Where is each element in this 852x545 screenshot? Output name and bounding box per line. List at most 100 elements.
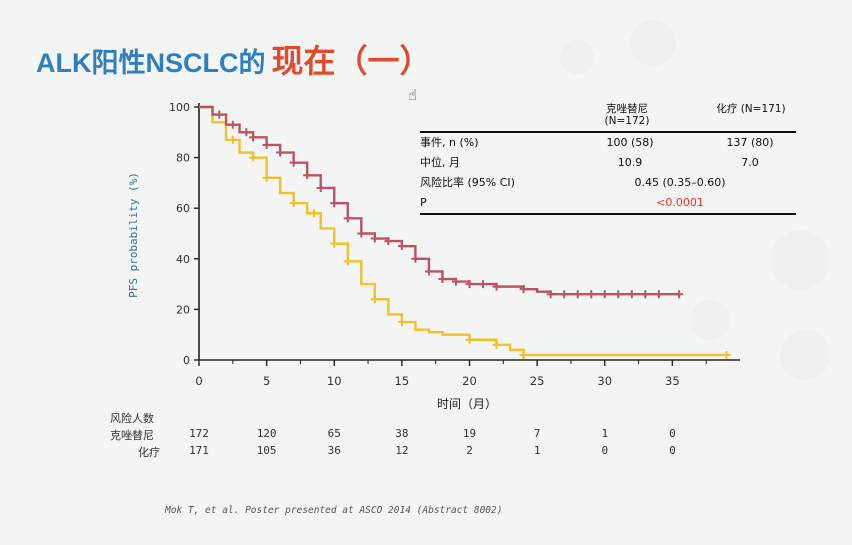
censor-mark xyxy=(465,280,474,289)
risk-value: 0 xyxy=(669,427,676,440)
background-dot xyxy=(630,20,676,66)
censor-mark xyxy=(330,199,339,208)
stats-col2-header: 化疗 (N=171) xyxy=(716,103,786,115)
x-tick-label: 5 xyxy=(263,374,270,388)
risk-value: 12 xyxy=(395,444,409,457)
censor-mark xyxy=(627,290,636,299)
censor-mark xyxy=(242,128,251,137)
censor-mark xyxy=(411,254,420,263)
censor-mark xyxy=(289,199,298,208)
censor-mark xyxy=(228,135,237,144)
censor-mark xyxy=(343,214,352,223)
censor-mark xyxy=(479,280,488,289)
censor-mark xyxy=(357,229,366,238)
censor-mark xyxy=(397,318,406,327)
title-part2: 现在（一） xyxy=(271,43,432,79)
chart-axes: 0 20 40 60 80 100 0 5 10 15 20 25 30 35 xyxy=(169,101,740,388)
censor-mark xyxy=(654,290,663,299)
risk-value: 172 xyxy=(189,427,209,440)
censor-mark xyxy=(215,110,224,119)
censor-mark xyxy=(519,350,528,359)
chart-series xyxy=(199,105,731,359)
stats-table: 克唑替尼 (N=172) 化疗 (N=171) 事件, n (%) 100 (5… xyxy=(420,103,796,215)
censor-mark xyxy=(309,209,318,218)
risk-value: 1 xyxy=(533,444,541,457)
title-part1: ALK阳性NSCLC的 xyxy=(36,48,266,78)
x-tick-label: 0 xyxy=(195,374,202,388)
risk-value: 65 xyxy=(327,427,341,440)
stats-value: 7.0 xyxy=(741,156,759,169)
y-tick-label: 60 xyxy=(176,202,190,215)
stats-row-label: 中位, 月 xyxy=(420,156,460,169)
x-tick-label: 10 xyxy=(327,374,342,388)
stats-row-hr: 风险比率 (95% CI) 0.45 (0.35–0.60) xyxy=(420,173,796,193)
risk-value: 0 xyxy=(601,444,609,457)
stats-row-label: 风险比率 (95% CI) xyxy=(420,176,515,189)
x-tick-label: 15 xyxy=(395,374,410,388)
x-tick-label: 25 xyxy=(530,374,545,388)
censor-mark xyxy=(492,282,501,291)
censor-mark xyxy=(343,257,352,266)
censor-mark xyxy=(424,267,433,276)
x-tick-label: 30 xyxy=(597,374,612,388)
stats-value: 0.45 (0.35–0.60) xyxy=(634,176,726,189)
p-value: <0.0001 xyxy=(656,196,704,209)
censor-mark xyxy=(276,148,285,157)
censor-mark xyxy=(519,285,528,294)
censor-mark xyxy=(675,290,684,299)
background-dot xyxy=(560,40,594,74)
censor-mark xyxy=(587,290,596,299)
risk-row-label: 化疗 xyxy=(138,446,160,459)
censor-mark xyxy=(560,290,569,299)
risk-value: 1 xyxy=(601,427,609,440)
background-dot xyxy=(690,300,730,340)
censor-mark xyxy=(330,239,339,248)
stats-row-label: P xyxy=(420,196,427,209)
x-axis-label: 时间（月） xyxy=(437,397,497,411)
censor-mark xyxy=(451,277,460,286)
stats-row-median: 中位, 月 10.9 7.0 xyxy=(420,153,796,173)
background-dot xyxy=(770,230,830,290)
censor-mark xyxy=(228,120,237,129)
stats-row-p: P <0.0001 xyxy=(420,193,796,215)
censor-mark xyxy=(492,340,501,349)
stats-row-events: 事件, n (%) 100 (58) 137 (80) xyxy=(420,133,796,153)
x-tick-label: 35 xyxy=(665,374,680,388)
hand-cursor-icon: ☝ xyxy=(408,86,418,104)
censor-mark xyxy=(600,290,609,299)
risk-value: 38 xyxy=(395,427,409,440)
censor-mark xyxy=(641,290,650,299)
stats-value: 100 (58) xyxy=(606,136,654,149)
risk-value: 171 xyxy=(189,444,209,457)
x-tick-label: 20 xyxy=(462,374,477,388)
stats-value: 137 (80) xyxy=(726,136,774,149)
censor-mark xyxy=(303,171,312,180)
risk-value: 0 xyxy=(669,444,676,457)
y-tick-label: 20 xyxy=(176,303,190,316)
page-title: ALK阳性NSCLC的 现在（一） xyxy=(36,36,432,82)
risk-value: 120 xyxy=(256,427,277,440)
censor-mark xyxy=(722,350,731,359)
censor-mark xyxy=(573,290,582,299)
risk-value: 36 xyxy=(327,444,341,457)
background-dot xyxy=(780,330,830,380)
censor-mark xyxy=(289,158,298,167)
risk-value: 19 xyxy=(462,427,477,440)
censor-mark xyxy=(438,275,447,284)
censor-mark xyxy=(546,290,555,299)
risk-table-header: 风险人数 xyxy=(110,412,154,425)
censor-mark xyxy=(249,153,258,162)
censor-mark xyxy=(465,335,474,344)
censor-mark xyxy=(614,290,623,299)
censor-mark xyxy=(262,140,271,149)
risk-value: 2 xyxy=(466,444,473,457)
censor-mark xyxy=(384,237,393,246)
stats-value: 10.9 xyxy=(617,156,643,169)
censor-mark xyxy=(370,234,379,243)
risk-value: 105 xyxy=(256,444,277,457)
censor-mark xyxy=(370,295,379,304)
risk-row-label: 克唑替尼 xyxy=(110,429,154,442)
censor-mark xyxy=(397,242,406,251)
y-tick-label: 100 xyxy=(169,101,190,114)
